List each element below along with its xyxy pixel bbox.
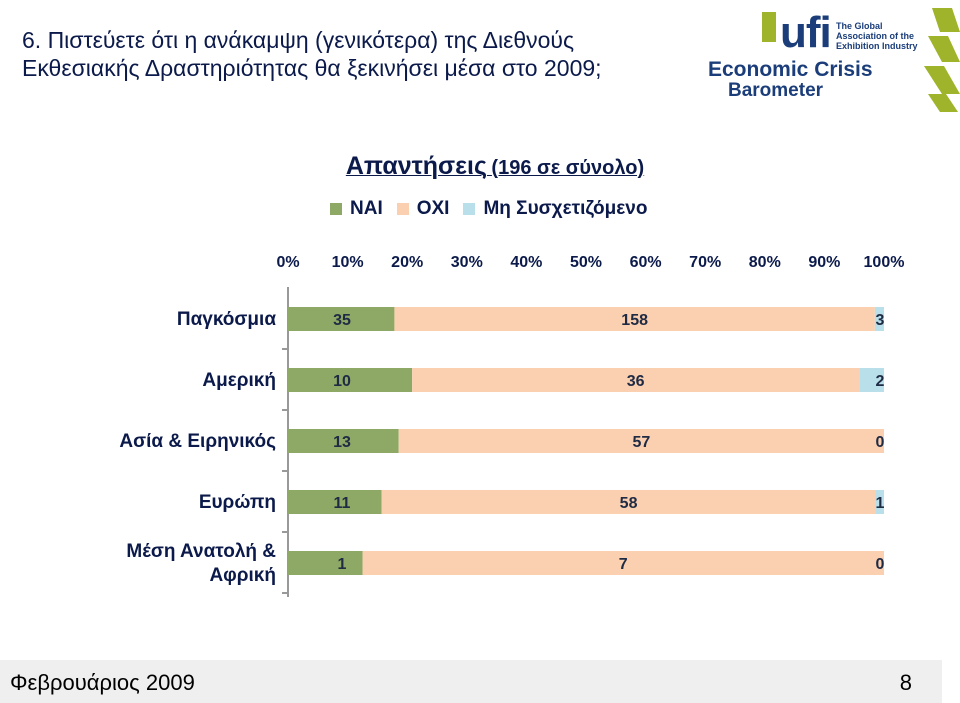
bar-segment bbox=[412, 368, 860, 392]
legend-label-no: ΟΧΙ bbox=[416, 198, 450, 219]
slide-footer: Φεβρουάριος 2009 8 bbox=[0, 660, 942, 703]
bar-segment bbox=[288, 490, 382, 514]
legend-item-unrelated: Μη Συσχετιζόμενο bbox=[463, 198, 647, 220]
legend-label-yes: ΝΑΙ bbox=[350, 198, 383, 219]
chart-title-sub: (196 σε σύνολο) bbox=[491, 157, 645, 179]
legend-swatch-unrelated bbox=[463, 203, 476, 215]
data-label: 1 bbox=[338, 556, 347, 573]
bar-segment bbox=[288, 307, 395, 331]
category-label: Αφρική bbox=[209, 565, 276, 586]
category-label: Μέση Ανατολή & bbox=[126, 541, 276, 562]
x-tick-label: 0% bbox=[276, 254, 299, 271]
legend-swatch-yes bbox=[330, 203, 342, 215]
data-label: 0 bbox=[876, 556, 885, 573]
ufi-logo: ufi The Global Association of the Exhibi… bbox=[702, 2, 960, 114]
category-label: Ασία & Ειρηνικός bbox=[119, 431, 276, 452]
data-label: 1 bbox=[876, 495, 885, 512]
legend-item-no: ΟΧΙ bbox=[396, 198, 450, 220]
bar-segment bbox=[362, 551, 884, 575]
data-label: 10 bbox=[333, 373, 351, 390]
x-tick-label: 60% bbox=[630, 254, 662, 271]
data-label: 36 bbox=[627, 373, 645, 390]
chart-legend: ΝΑΙ ΟΧΙ Μη Συσχετιζόμενο bbox=[330, 198, 661, 220]
data-label: 158 bbox=[621, 312, 648, 329]
x-tick-label: 70% bbox=[689, 254, 721, 271]
legend-swatch-no bbox=[396, 203, 409, 215]
data-label: 7 bbox=[619, 556, 628, 573]
legend-label-unrelated: Μη Συσχετιζόμενο bbox=[483, 198, 648, 219]
data-label: 11 bbox=[334, 495, 351, 512]
logo-association: The Global Association of the Exhibition… bbox=[836, 21, 918, 51]
chart-title: Απαντήσεις (196 σε σύνολο) bbox=[0, 152, 960, 181]
bar-segment bbox=[398, 429, 884, 453]
footer-date: Φεβρουάριος 2009 bbox=[10, 670, 195, 695]
logo-stripes bbox=[704, 8, 960, 112]
x-tick-label: 30% bbox=[451, 254, 483, 271]
legend-item-yes: ΝΑΙ bbox=[330, 198, 383, 220]
logo-barometer: Barometer bbox=[728, 80, 824, 101]
data-label: 13 bbox=[333, 434, 351, 451]
x-tick-label: 20% bbox=[391, 254, 423, 271]
x-tick-label: 50% bbox=[570, 254, 602, 271]
x-tick-label: 10% bbox=[332, 254, 364, 271]
x-tick-label: 90% bbox=[808, 254, 840, 271]
bar-segment bbox=[874, 307, 884, 331]
bar-segment bbox=[381, 490, 876, 514]
data-label: 0 bbox=[876, 434, 885, 451]
data-label: 57 bbox=[632, 434, 650, 451]
category-label: Ευρώπη bbox=[199, 492, 276, 513]
bar-segment bbox=[394, 307, 875, 331]
category-label: Παγκόσμια bbox=[177, 309, 276, 330]
bar-segment bbox=[288, 551, 363, 575]
data-label: 2 bbox=[876, 373, 885, 390]
bar-segment bbox=[288, 429, 399, 453]
logo-economic-crisis: Economic Crisis bbox=[708, 58, 873, 81]
x-tick-label: 80% bbox=[749, 254, 781, 271]
data-label: 35 bbox=[333, 312, 351, 329]
stacked-bar-chart: 0% 10% 20% 30% 40% 50% 60% 70% 80% 90% 100%35 158 3Π… bbox=[119, 254, 905, 597]
chart-title-main: Απαντήσεις bbox=[345, 152, 487, 180]
bar-segment bbox=[288, 368, 413, 392]
x-tick-label: 40% bbox=[510, 254, 542, 271]
slide-title: 6. Πιστεύετε ότι η ανάκαμψη (γενικότερα)… bbox=[22, 27, 602, 81]
data-label: 58 bbox=[620, 495, 638, 512]
page-number: 8 bbox=[899, 670, 912, 695]
bar-segment bbox=[859, 368, 884, 392]
data-label: 3 bbox=[876, 312, 885, 329]
logo-ufi: ufi bbox=[780, 8, 832, 57]
x-tick-label: 100% bbox=[864, 254, 905, 271]
category-label: Αμερική bbox=[202, 370, 276, 391]
bar-segment bbox=[875, 490, 884, 514]
